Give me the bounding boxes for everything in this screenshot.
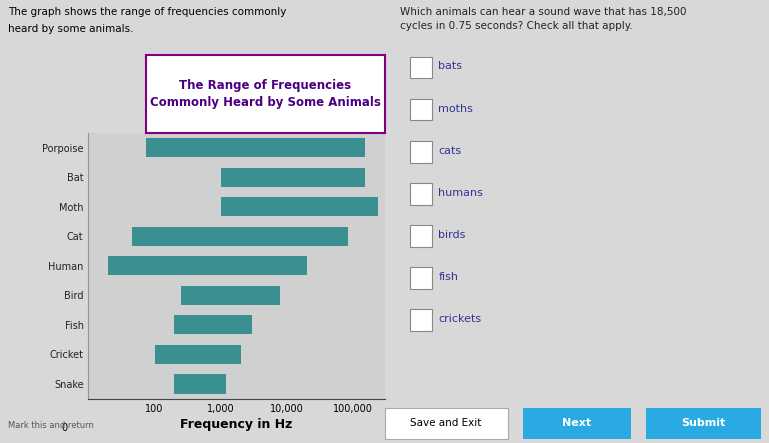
Text: heard by some animals.: heard by some animals. bbox=[8, 24, 133, 35]
Text: The graph shows the range of frequencies commonly: The graph shows the range of frequencies… bbox=[8, 7, 286, 17]
Bar bbox=[175, 374, 226, 393]
Text: crickets: crickets bbox=[438, 314, 481, 324]
Text: Submit: Submit bbox=[681, 418, 726, 428]
Text: 0: 0 bbox=[62, 423, 68, 433]
Bar bbox=[221, 167, 365, 187]
Text: cats: cats bbox=[438, 146, 461, 155]
Text: birds: birds bbox=[438, 230, 466, 240]
Bar bbox=[155, 345, 241, 364]
Text: The Range of Frequencies
Commonly Heard by Some Animals: The Range of Frequencies Commonly Heard … bbox=[150, 79, 381, 109]
Text: Save and Exit: Save and Exit bbox=[411, 418, 481, 428]
Text: Which animals can hear a sound wave that has 18,500
cycles in 0.75 seconds? Chec: Which animals can hear a sound wave that… bbox=[400, 7, 687, 31]
Bar bbox=[108, 256, 307, 276]
Bar bbox=[146, 138, 365, 157]
Text: Mark this and return: Mark this and return bbox=[8, 421, 94, 430]
Bar bbox=[175, 315, 252, 334]
Text: Next: Next bbox=[562, 418, 591, 428]
Text: moths: moths bbox=[438, 104, 473, 113]
Bar bbox=[181, 286, 281, 305]
Text: humans: humans bbox=[438, 188, 483, 198]
X-axis label: Frequency in Hz: Frequency in Hz bbox=[180, 418, 293, 431]
Bar bbox=[221, 197, 378, 216]
Text: fish: fish bbox=[438, 272, 458, 282]
Bar bbox=[131, 227, 348, 246]
Text: bats: bats bbox=[438, 62, 462, 71]
